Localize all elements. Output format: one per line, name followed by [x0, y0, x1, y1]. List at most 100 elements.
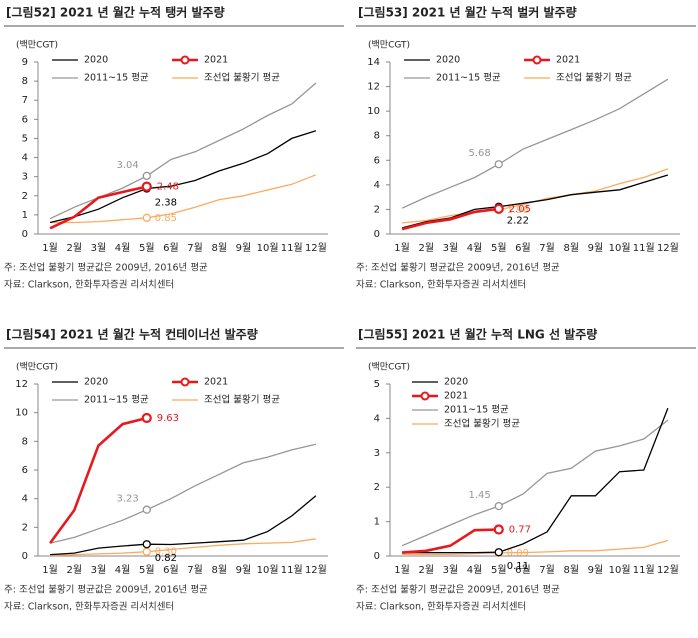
y-tick-label: 8	[374, 131, 380, 142]
series-line	[401, 78, 669, 209]
data-label: 9.63	[157, 413, 179, 424]
y-tick-label: 1	[374, 517, 380, 528]
x-tick-label: 5월	[139, 564, 155, 576]
x-tick-label: 10월	[609, 564, 631, 576]
y-tick-label: 0	[374, 229, 380, 240]
x-tick-label: 4월	[467, 242, 483, 254]
legend-label: 2021	[204, 377, 228, 388]
x-tick-label: 7월	[539, 564, 555, 576]
y-tick-label: 0	[22, 229, 28, 240]
footnote: 자료: Clarkson, 한화투자증권 리서치센터	[4, 279, 174, 291]
series-line	[49, 130, 317, 224]
x-tick-label: 5월	[139, 242, 155, 254]
x-tick-label: 12월	[305, 242, 327, 254]
x-tick-label: 11월	[281, 564, 303, 576]
x-tick-label: 6월	[163, 564, 179, 576]
y-tick-label: 0	[22, 551, 28, 562]
y-tick-label: 2	[22, 191, 28, 202]
x-tick-label: 9월	[588, 564, 604, 576]
x-tick-label: 11월	[281, 242, 303, 254]
legend-label: 2020	[84, 55, 108, 66]
legend-label: 2021	[556, 55, 580, 66]
series-line	[402, 539, 669, 555]
y-tick-label: 12	[367, 82, 380, 93]
data-label: 0.77	[509, 525, 531, 536]
legend-label: 2020	[436, 55, 460, 66]
x-tick-label: 1월	[394, 564, 410, 576]
series-line	[402, 407, 669, 554]
series-line	[401, 207, 499, 231]
point-marker	[142, 505, 151, 514]
point-marker	[141, 181, 152, 192]
point-marker	[142, 547, 151, 556]
x-tick-label: 9월	[588, 242, 604, 254]
x-tick-label: 12월	[657, 564, 679, 576]
point-marker	[142, 213, 151, 222]
y-axis-unit: (백만CGT)	[16, 40, 58, 51]
y-axis-unit: (백만CGT)	[368, 40, 410, 51]
y-tick-label: 8	[22, 76, 28, 87]
x-tick-label: 5월	[491, 564, 507, 576]
series-line	[49, 416, 148, 544]
legend-label: 조선업 불황기 평균	[204, 394, 280, 406]
footnote: 주: 조선업 불황기 평균값은 2009년, 2016년 평균	[356, 584, 560, 596]
x-tick-label: 11월	[633, 242, 655, 254]
data-label: 3.04	[116, 160, 138, 171]
footnote: 자료: Clarkson, 한화투자증권 리서치센터	[4, 601, 174, 613]
y-tick-label: 5	[22, 133, 28, 144]
point-marker	[142, 171, 151, 181]
x-tick-label: 1월	[394, 242, 410, 254]
x-tick-label: 3월	[91, 242, 107, 254]
legend-marker	[420, 391, 430, 401]
chart-title: [그림53] 2021 년 월간 누적 벌커 발주량	[358, 5, 577, 20]
data-label: 0.09	[507, 548, 529, 559]
legend-label: 조선업 불황기 평균	[444, 418, 520, 430]
legend-label: 조선업 불황기 평균	[556, 72, 632, 84]
x-tick-label: 2월	[66, 564, 82, 576]
point-marker	[493, 203, 504, 214]
data-label: 0.82	[155, 553, 177, 564]
point-marker	[494, 501, 503, 511]
data-label: 0.30	[155, 547, 177, 558]
y-tick-label: 5	[374, 379, 380, 390]
x-tick-label: 11월	[633, 564, 655, 576]
y-tick-label: 6	[374, 155, 380, 166]
x-tick-label: 2월	[418, 242, 434, 254]
legend-label: 2020	[84, 377, 108, 388]
footnote: 주: 조선업 불황기 평균값은 2009년, 2016년 평균	[4, 584, 208, 596]
y-tick-label: 10	[367, 106, 380, 117]
x-tick-label: 4월	[115, 242, 131, 254]
x-tick-label: 8월	[563, 242, 579, 254]
y-tick-label: 6	[22, 114, 28, 125]
legend-label: 2021	[444, 391, 468, 402]
x-tick-label: 2월	[418, 564, 434, 576]
point-marker	[494, 548, 503, 557]
chart-title: [그림52] 2021 년 월간 누적 탱커 발주량	[6, 5, 225, 20]
x-tick-label: 8월	[211, 564, 227, 576]
y-tick-label: 4	[22, 494, 28, 505]
x-tick-label: 6월	[163, 242, 179, 254]
x-tick-label: 3월	[443, 564, 459, 576]
footnote: 주: 조선업 불황기 평균값은 2009년, 2016년 평균	[356, 262, 560, 274]
x-tick-label: 4월	[467, 564, 483, 576]
y-tick-label: 14	[367, 57, 380, 68]
x-tick-label: 5월	[491, 242, 507, 254]
y-tick-label: 10	[15, 408, 28, 419]
point-marker	[494, 160, 503, 169]
legend-label: 2011~15 평균	[84, 395, 149, 406]
series-line	[402, 168, 669, 224]
data-label: 1.96	[507, 205, 529, 216]
series-line	[49, 185, 148, 230]
legend-label: 조선업 불황기 평균	[204, 72, 280, 84]
x-tick-label: 1월	[42, 242, 58, 254]
y-tick-label: 4	[374, 413, 380, 424]
y-tick-label: 2	[374, 482, 380, 493]
y-tick-label: 1	[22, 210, 28, 221]
legend-marker	[180, 377, 190, 387]
y-axis-unit: (백만CGT)	[16, 362, 58, 373]
x-tick-label: 6월	[515, 564, 531, 576]
x-tick-label: 7월	[187, 564, 203, 576]
data-label: 1.45	[468, 490, 490, 501]
y-tick-label: 6	[22, 465, 28, 476]
